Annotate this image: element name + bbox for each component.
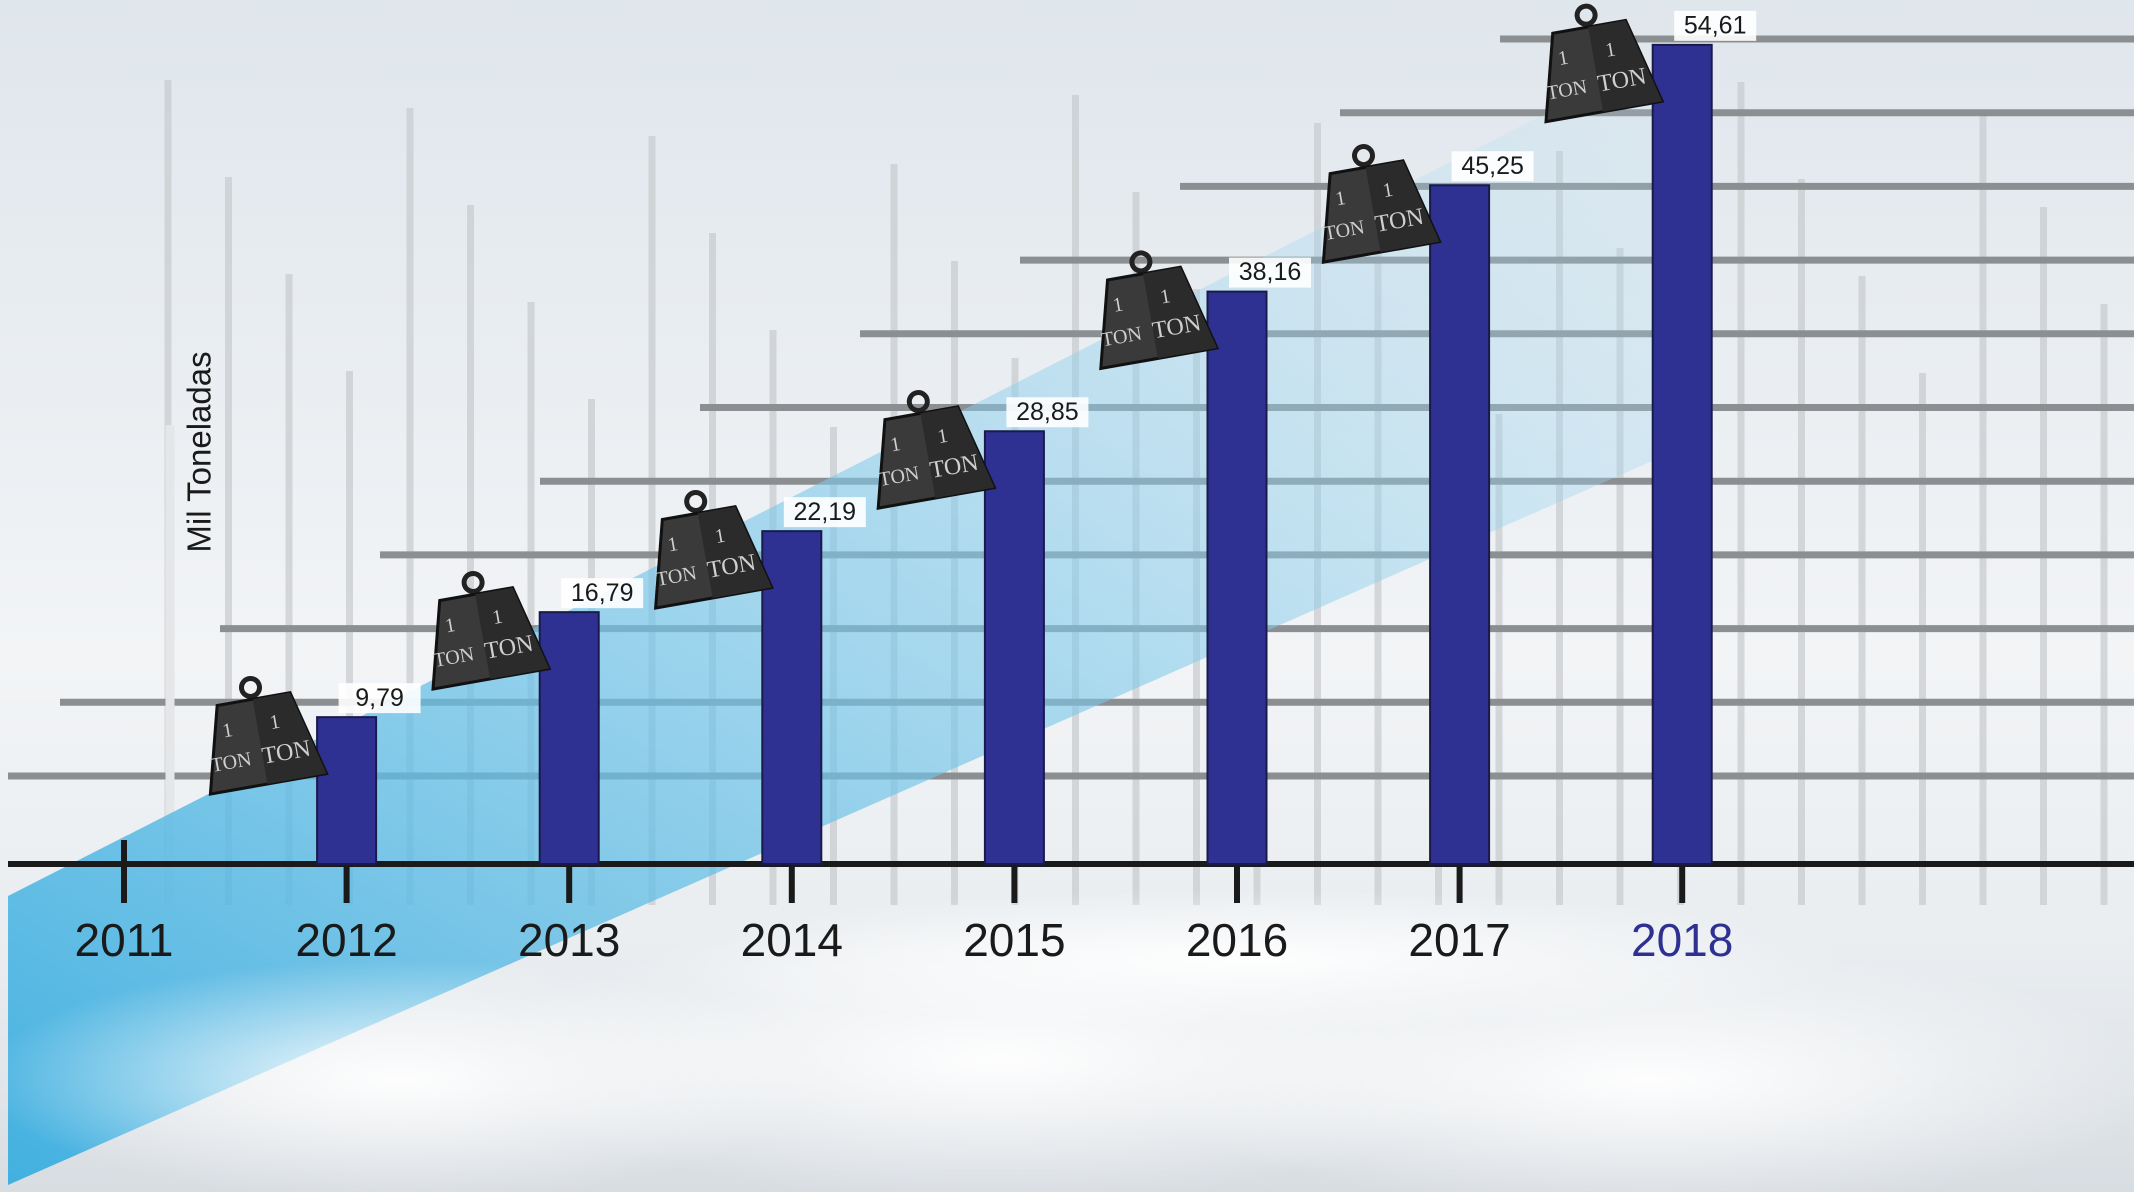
weight-ring xyxy=(684,489,708,513)
bar xyxy=(761,530,823,866)
bar xyxy=(1429,184,1491,865)
x-tick-label: 2017 xyxy=(1408,914,1510,966)
value-label: 54,61 xyxy=(1684,11,1747,39)
value-label-box xyxy=(783,497,866,528)
bar xyxy=(1651,43,1713,866)
weight-ring xyxy=(239,675,263,699)
value-label-box xyxy=(1006,397,1089,428)
cloud xyxy=(650,890,1850,1030)
weight-shade xyxy=(920,406,995,499)
weight-shade xyxy=(1588,20,1663,112)
value-label-box xyxy=(561,578,644,609)
weight-ring xyxy=(906,390,930,414)
weight-ring xyxy=(1129,250,1153,274)
value-label: 22,19 xyxy=(794,498,857,526)
bar xyxy=(316,716,378,866)
x-tick-label: 2015 xyxy=(963,914,1065,966)
x-tick-label: 2011 xyxy=(75,914,174,966)
value-label: 45,25 xyxy=(1461,152,1524,180)
weight-number: 1 xyxy=(936,425,950,448)
value-label: 38,16 xyxy=(1239,258,1302,286)
weight-number: 1 xyxy=(1604,38,1618,61)
weight-number: 1 xyxy=(443,614,457,637)
x-tick-label: 2012 xyxy=(295,914,397,966)
value-label-box xyxy=(1674,10,1757,41)
weight-ring xyxy=(1574,3,1598,27)
value-label-box xyxy=(1229,257,1311,288)
value-label: 28,85 xyxy=(1016,398,1079,426)
x-tick-label: 2013 xyxy=(518,914,620,966)
weight-number: 1 xyxy=(1381,179,1395,202)
weight-shade xyxy=(697,506,772,598)
weight-shade xyxy=(475,587,550,679)
weight-number: 1 xyxy=(221,719,235,742)
trend-band xyxy=(8,96,1700,1185)
weight-shade xyxy=(1142,267,1218,359)
weight-number: 1 xyxy=(1158,285,1172,308)
weight-number: 1 xyxy=(713,525,727,548)
value-label-box xyxy=(1451,151,1534,182)
value-label-box xyxy=(338,683,421,714)
weight-number: 1 xyxy=(1556,47,1570,70)
weight-number: 1 xyxy=(666,533,680,556)
weight-number: 1 xyxy=(889,433,903,456)
bar xyxy=(983,430,1045,865)
weight-number: 1 xyxy=(268,711,282,734)
x-tick-label: 2018 xyxy=(1631,914,1733,966)
weight-number: 1 xyxy=(491,606,505,629)
weight-ring xyxy=(461,570,485,594)
clouds xyxy=(0,890,2134,1192)
x-tick-label: 2014 xyxy=(741,914,843,966)
bar xyxy=(538,611,600,866)
weight-ring xyxy=(1352,144,1376,168)
x-tick-label: 2016 xyxy=(1186,914,1288,966)
value-label: 16,79 xyxy=(571,579,634,607)
y-axis-title: Mil Toneladas xyxy=(181,351,218,552)
weight-number: 1 xyxy=(1111,293,1125,316)
value-label: 9,79 xyxy=(355,684,404,712)
bar xyxy=(1206,290,1268,866)
weight-shade xyxy=(252,692,327,784)
weight-number: 1 xyxy=(1334,187,1348,210)
weight-shade xyxy=(1365,160,1440,253)
